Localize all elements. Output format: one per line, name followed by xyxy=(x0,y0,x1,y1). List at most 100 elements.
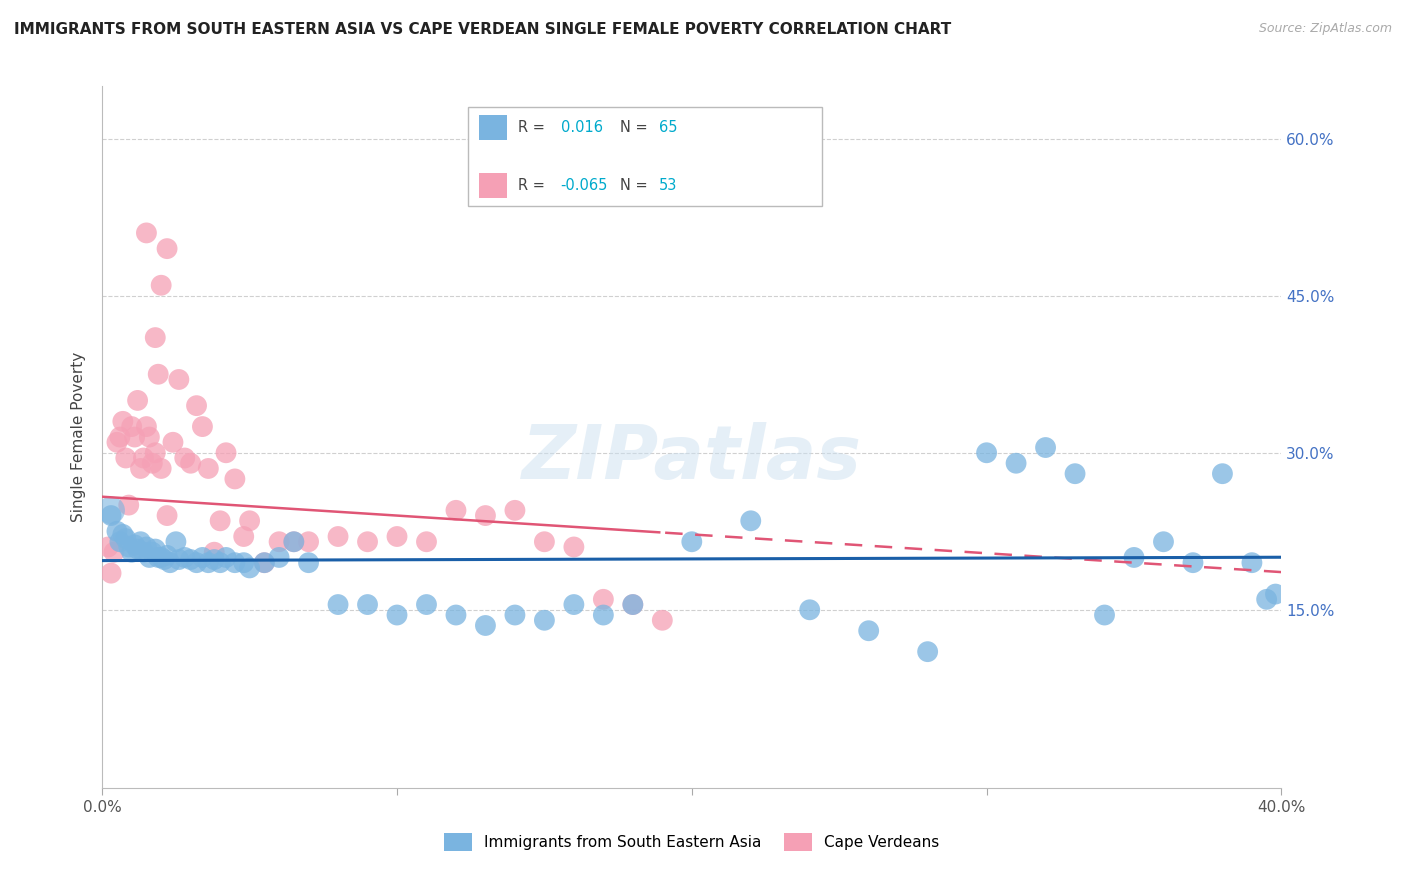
Point xyxy=(100,566,122,581)
Point xyxy=(1240,556,1263,570)
Point xyxy=(253,556,276,570)
Point xyxy=(474,618,496,632)
Point xyxy=(592,592,614,607)
Point xyxy=(129,534,152,549)
Point xyxy=(191,419,214,434)
Point xyxy=(135,540,157,554)
Point xyxy=(143,542,166,557)
Point xyxy=(283,534,305,549)
Point xyxy=(592,607,614,622)
Point xyxy=(150,278,173,293)
Point xyxy=(129,461,152,475)
Point xyxy=(1211,467,1233,481)
Point xyxy=(799,603,821,617)
Point xyxy=(621,598,644,612)
Point xyxy=(1264,587,1286,601)
Point xyxy=(215,550,238,565)
Point xyxy=(100,503,122,517)
Point xyxy=(503,503,526,517)
Point xyxy=(1123,550,1146,565)
Point xyxy=(156,508,179,523)
Point xyxy=(232,529,254,543)
Point xyxy=(135,226,157,240)
Point xyxy=(127,542,149,557)
Point xyxy=(165,534,187,549)
Point xyxy=(297,534,319,549)
Point xyxy=(135,419,157,434)
Text: R =: R = xyxy=(519,120,550,135)
Point xyxy=(111,414,134,428)
Point xyxy=(651,613,673,627)
Point xyxy=(180,552,202,566)
Point xyxy=(105,435,128,450)
Point xyxy=(173,550,195,565)
Point xyxy=(533,613,555,627)
Point xyxy=(167,372,190,386)
Point xyxy=(124,430,146,444)
Point xyxy=(141,545,163,559)
Point xyxy=(153,552,176,566)
Point xyxy=(114,450,136,465)
Point xyxy=(858,624,880,638)
Point xyxy=(232,556,254,570)
Point xyxy=(267,534,290,549)
Point xyxy=(621,598,644,612)
Point xyxy=(415,598,437,612)
Text: 53: 53 xyxy=(659,178,678,194)
Point xyxy=(385,607,408,622)
Point xyxy=(143,330,166,344)
Text: N =: N = xyxy=(620,178,652,194)
Point xyxy=(444,607,467,622)
Point xyxy=(503,607,526,622)
Point xyxy=(356,534,378,549)
Point xyxy=(681,534,703,549)
Point xyxy=(253,556,276,570)
Point xyxy=(533,534,555,549)
Point xyxy=(740,514,762,528)
Point xyxy=(100,508,122,523)
Point xyxy=(127,393,149,408)
Point xyxy=(202,545,225,559)
Point xyxy=(173,450,195,465)
Point xyxy=(150,550,173,565)
Point xyxy=(562,540,585,554)
Point xyxy=(1005,456,1028,470)
Point xyxy=(121,419,143,434)
Point xyxy=(186,399,208,413)
Point xyxy=(162,435,184,450)
Point xyxy=(148,550,170,565)
Point xyxy=(326,598,349,612)
Point xyxy=(138,430,160,444)
Point xyxy=(267,550,290,565)
Point xyxy=(191,550,214,565)
Point xyxy=(209,514,232,528)
Point xyxy=(202,552,225,566)
Point xyxy=(356,598,378,612)
Point xyxy=(156,242,179,256)
Point xyxy=(474,508,496,523)
Point xyxy=(138,550,160,565)
Point xyxy=(121,545,143,559)
Point xyxy=(97,540,120,554)
Point xyxy=(239,514,262,528)
Point xyxy=(415,534,437,549)
Text: IMMIGRANTS FROM SOUTH EASTERN ASIA VS CAPE VERDEAN SINGLE FEMALE POVERTY CORRELA: IMMIGRANTS FROM SOUTH EASTERN ASIA VS CA… xyxy=(14,22,952,37)
Point xyxy=(132,545,155,559)
Point xyxy=(224,472,246,486)
Point xyxy=(159,556,181,570)
Point xyxy=(1181,556,1204,570)
Point xyxy=(114,532,136,546)
Point xyxy=(143,446,166,460)
Y-axis label: Single Female Poverty: Single Female Poverty xyxy=(72,352,86,522)
Point xyxy=(124,538,146,552)
Point xyxy=(1153,534,1175,549)
Point xyxy=(385,529,408,543)
Text: 65: 65 xyxy=(659,120,678,135)
Point xyxy=(108,534,131,549)
Point xyxy=(197,461,219,475)
Point xyxy=(108,430,131,444)
Point xyxy=(215,446,238,460)
Point xyxy=(1064,467,1087,481)
Point xyxy=(141,456,163,470)
Point xyxy=(562,598,585,612)
